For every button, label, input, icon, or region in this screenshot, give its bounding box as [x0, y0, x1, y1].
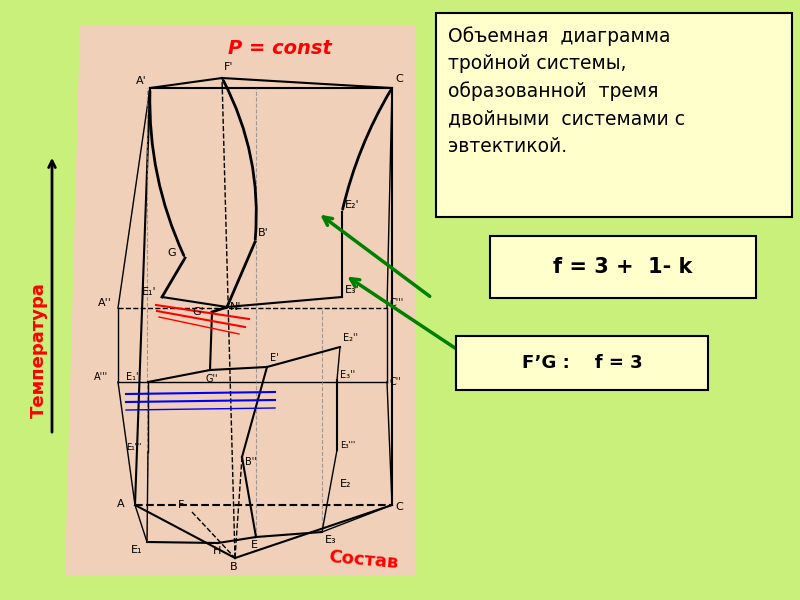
Text: E₂: E₂	[340, 479, 351, 489]
Text: G': G'	[192, 307, 204, 317]
FancyBboxPatch shape	[456, 336, 708, 390]
Text: N': N'	[230, 302, 242, 312]
Text: E₃': E₃'	[345, 285, 360, 295]
Text: A: A	[117, 499, 125, 509]
Text: P = const: P = const	[228, 39, 332, 58]
Text: G: G	[167, 248, 176, 258]
Text: C: C	[395, 74, 402, 84]
Text: E₁'': E₁''	[126, 372, 141, 382]
Text: E₂'': E₂''	[343, 333, 358, 343]
Text: Температура: Температура	[30, 282, 48, 418]
Text: A': A'	[136, 76, 146, 86]
Text: F’G :    f = 3: F’G : f = 3	[522, 354, 642, 372]
Text: F: F	[178, 500, 184, 510]
Text: f = 3 +  1- k: f = 3 + 1- k	[554, 257, 693, 277]
Text: B'': B''	[245, 457, 257, 467]
Text: H: H	[213, 546, 222, 556]
Text: G'': G''	[205, 374, 218, 384]
Text: A''': A'''	[94, 372, 108, 382]
Text: B: B	[230, 562, 238, 572]
Text: E₂': E₂'	[345, 200, 360, 210]
Text: E': E'	[270, 353, 278, 363]
Text: E₃'': E₃''	[340, 370, 355, 380]
Text: Состав: Состав	[328, 548, 399, 572]
Text: E₁': E₁'	[142, 287, 157, 297]
Text: A'': A''	[98, 298, 112, 308]
Text: C''': C'''	[390, 298, 404, 308]
Text: E₃''': E₃'''	[340, 441, 355, 450]
Text: E₁''': E₁'''	[126, 443, 142, 452]
Text: Объемная  диаграмма
тройной системы,
образованной  тремя
двойными  системами с
э: Объемная диаграмма тройной системы, обра…	[448, 26, 685, 156]
Text: E₁: E₁	[131, 545, 142, 555]
Text: C: C	[395, 502, 402, 512]
Text: E₃: E₃	[325, 535, 337, 545]
Text: F': F'	[224, 62, 234, 72]
Text: C'': C''	[390, 377, 402, 387]
Text: E: E	[251, 540, 258, 550]
Text: B': B'	[258, 228, 269, 238]
Polygon shape	[65, 25, 415, 575]
FancyBboxPatch shape	[490, 236, 756, 298]
FancyBboxPatch shape	[436, 13, 792, 217]
